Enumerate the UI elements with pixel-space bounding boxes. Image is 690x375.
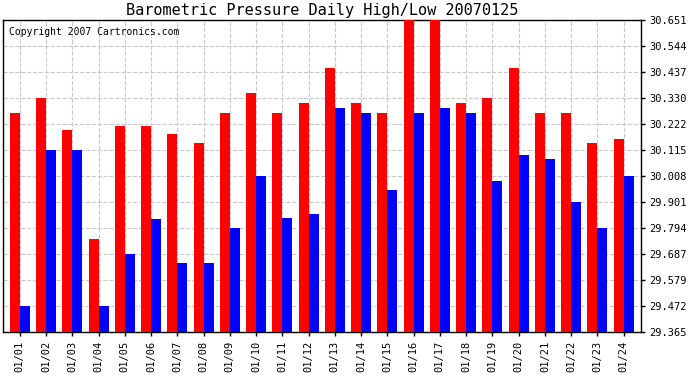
Bar xyxy=(177,262,187,332)
Title: Barometric Pressure Daily High/Low 20070125: Barometric Pressure Daily High/Low 20070… xyxy=(126,3,518,18)
Bar xyxy=(466,112,476,332)
Bar xyxy=(509,68,519,332)
Bar xyxy=(351,103,361,332)
Bar xyxy=(46,150,56,332)
Bar xyxy=(404,20,413,332)
Bar xyxy=(456,103,466,332)
Bar xyxy=(377,112,387,332)
Bar xyxy=(20,306,30,332)
Bar xyxy=(561,112,571,332)
Bar xyxy=(325,68,335,332)
Bar xyxy=(571,202,581,332)
Bar xyxy=(613,139,624,332)
Bar xyxy=(361,112,371,332)
Bar xyxy=(282,217,293,332)
Bar xyxy=(88,238,99,332)
Bar xyxy=(413,112,424,332)
Bar xyxy=(430,20,440,332)
Bar xyxy=(36,98,46,332)
Bar xyxy=(115,126,125,332)
Bar xyxy=(125,254,135,332)
Bar xyxy=(141,126,151,332)
Bar xyxy=(62,130,72,332)
Bar xyxy=(519,155,529,332)
Bar xyxy=(535,112,545,332)
Bar xyxy=(99,306,108,332)
Bar xyxy=(598,228,607,332)
Bar xyxy=(220,112,230,332)
Bar xyxy=(482,98,493,332)
Bar xyxy=(246,93,256,332)
Bar xyxy=(440,108,450,332)
Bar xyxy=(308,214,319,332)
Bar xyxy=(624,176,633,332)
Bar xyxy=(545,159,555,332)
Bar xyxy=(10,112,20,332)
Bar xyxy=(168,135,177,332)
Bar xyxy=(387,190,397,332)
Bar xyxy=(230,228,240,332)
Text: Copyright 2007 Cartronics.com: Copyright 2007 Cartronics.com xyxy=(9,27,179,37)
Bar xyxy=(151,219,161,332)
Bar xyxy=(256,176,266,332)
Bar xyxy=(335,108,345,332)
Bar xyxy=(587,143,598,332)
Bar xyxy=(194,143,204,332)
Bar xyxy=(299,103,308,332)
Bar xyxy=(72,150,82,332)
Bar xyxy=(273,112,282,332)
Bar xyxy=(204,262,214,332)
Bar xyxy=(493,181,502,332)
